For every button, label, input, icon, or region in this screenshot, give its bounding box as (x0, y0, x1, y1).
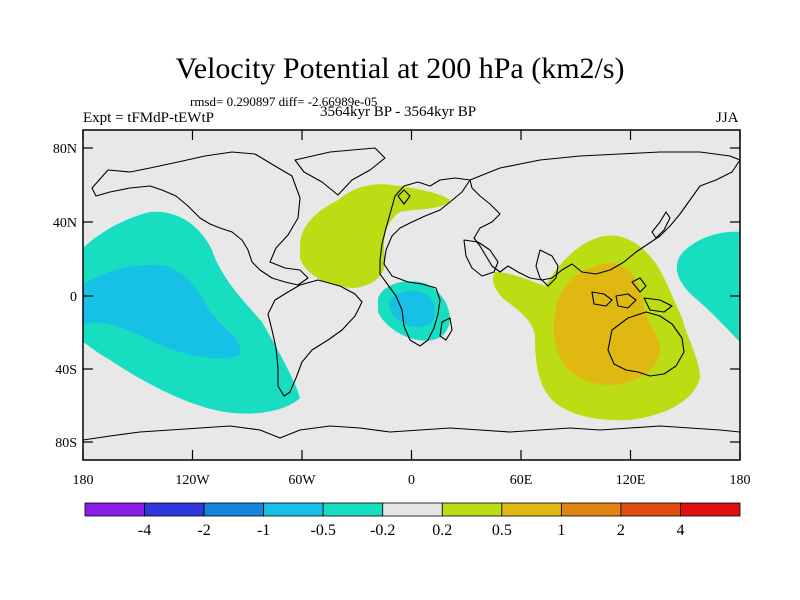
map-background (83, 130, 740, 460)
period-label: 3564kyr BP - 3564kyr BP (320, 104, 477, 120)
contour-fill-north-atlantic (300, 184, 450, 288)
lon-tick-label: 180 (73, 473, 94, 488)
colorbar-swatch (441, 502, 503, 517)
experiment-label: Expt = tFMdP-tEWtP (83, 110, 214, 126)
coast-maritime-continent (591, 277, 673, 313)
colorbar-label: 0.5 (492, 522, 512, 539)
map-frame (82, 129, 741, 461)
coastlines (83, 147, 740, 441)
lon-tick-label: 180 (730, 473, 751, 488)
coast-asia (469, 151, 740, 281)
season-label: JJA (716, 110, 739, 126)
colorbar-label: -0.2 (370, 522, 395, 539)
colorbar-label: -2 (197, 522, 210, 539)
colorbar-swatch (560, 502, 622, 517)
colorbar-label: -1 (257, 522, 270, 539)
lon-tick-label: 60E (510, 473, 533, 488)
contour-fill-atlantic-inner (389, 290, 435, 327)
colorbar-swatch (322, 502, 384, 517)
contour-fill-pacific-inner (83, 264, 241, 359)
lat-tick-label: 0 (70, 290, 77, 305)
lon-tick-label: 60W (288, 473, 316, 488)
positive-anomaly-indo-pacific (492, 235, 700, 421)
coast-antarctica (83, 425, 740, 441)
lat-tick-label: 40S (55, 363, 77, 378)
lat-tick-label: 40N (53, 216, 77, 231)
contour-fill-indo-pacific-outer (492, 235, 700, 421)
coast-india (535, 249, 559, 287)
colorbar-label: 4 (676, 522, 684, 539)
contour-fill-atlantic-outer (378, 281, 450, 341)
coast-madagascar (439, 317, 453, 341)
coast-british-isles (397, 189, 411, 205)
latitude-axis: 80N 40N 0 40S 80S (53, 142, 740, 451)
longitude-axis: 180 120W 60W 0 60E 120E 180 (73, 130, 751, 488)
colorbar-label: -4 (138, 522, 151, 539)
lon-tick-label: 120W (175, 473, 210, 488)
contour-fill-pacific-outer (83, 211, 300, 414)
colorbar-swatch (382, 502, 443, 517)
negative-anomaly-pacific (83, 211, 740, 414)
coast-japan (651, 211, 671, 239)
lat-tick-label: 80N (53, 142, 77, 157)
colorbar-swatch (263, 502, 324, 517)
colorbar-swatch (501, 502, 562, 517)
chart-title: Velocity Potential at 200 hPa (km2/s) (175, 52, 625, 85)
coast-australia (607, 311, 685, 377)
colorbar-swatch (680, 502, 741, 517)
colorbar-swatch (620, 502, 681, 517)
coast-south-america (267, 279, 363, 397)
negative-anomaly-atlantic (378, 281, 450, 341)
colorbar-label: -0.5 (311, 522, 336, 539)
positive-anomaly-north-atlantic (300, 184, 450, 288)
colorbar-label: 1 (557, 522, 565, 539)
colorbar-swatch (144, 502, 205, 517)
colorbar-label: 0.2 (432, 522, 452, 539)
colorbar-swatch (203, 502, 265, 517)
colorbar: -4 -2 -1 -0.5 -0.2 0.2 0.5 1 2 4 (84, 502, 741, 539)
contour-fill-east-pacific (676, 231, 740, 342)
coast-arabia (463, 239, 499, 277)
coast-north-america (91, 151, 309, 286)
colorbar-swatch (84, 502, 145, 517)
lon-tick-label: 0 (408, 473, 415, 488)
stats-text: rmsd= 0.290897 diff= -2.66989e-05 (190, 94, 378, 109)
coast-greenland (294, 147, 386, 196)
lon-tick-label: 120E (616, 473, 646, 488)
lat-tick-label: 80S (55, 436, 77, 451)
contour-fill-indo-pacific-inner (553, 263, 661, 386)
coast-europe-africa (379, 177, 471, 347)
colorbar-label: 2 (617, 522, 625, 539)
